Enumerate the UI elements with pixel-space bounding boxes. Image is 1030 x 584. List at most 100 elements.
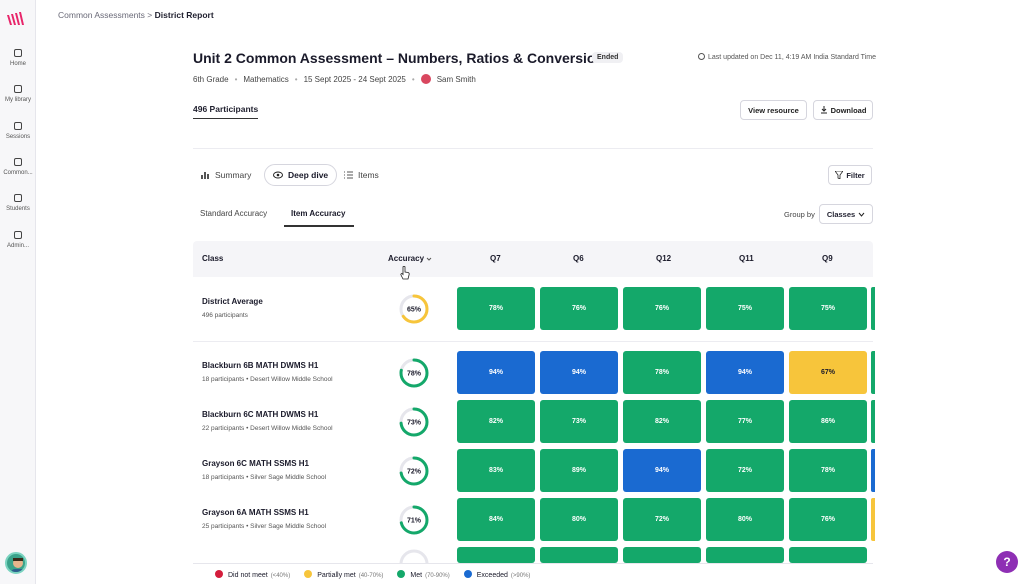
column-header-question[interactable]: Q12 [656,254,672,263]
app-logo-icon[interactable] [6,12,24,26]
legend-swatch [304,569,313,578]
bar-chart-icon [201,172,209,179]
accuracy-cell[interactable]: 82% [457,400,535,443]
help-button[interactable]: ? [996,551,1018,573]
nav-item-2[interactable]: Sessions [0,121,36,140]
download-icon [820,106,827,114]
legend-swatch [463,569,472,578]
accuracy-ring: 78% [399,358,429,388]
table-row-label[interactable]: Blackburn 6B MATH DWMS H1 18 participants… [202,361,333,383]
filter-button[interactable]: Filter [828,165,872,185]
home-icon [14,49,22,57]
accuracy-cell[interactable]: 72% [706,449,784,492]
accuracy-cell[interactable]: 76% [789,498,867,541]
tab-standard-accuracy[interactable]: Standard Accuracy [200,209,268,218]
accuracy-cell[interactable]: 94% [706,351,784,394]
accuracy-cell[interactable]: 75% [706,287,784,330]
legend-range: (70-90%) [425,572,450,579]
accuracy-ring: 71% [399,505,429,535]
meta-separator: • [234,74,238,84]
accuracy-cell[interactable]: 75% [789,287,867,330]
active-tab-indicator [284,225,354,227]
list-icon [344,171,353,179]
accuracy-cell[interactable]: 73% [540,400,618,443]
meta-separator: • [411,74,415,84]
students-icon [14,194,22,202]
accuracy-header-label: Accuracy [388,254,425,263]
column-header-question[interactable]: Q6 [573,254,584,263]
accuracy-ring: 73% [399,407,429,437]
column-header-question[interactable]: Q7 [490,254,501,263]
accuracy-value: 78% [407,371,422,378]
nav-item-0[interactable]: Home [0,48,36,67]
table-row-label[interactable]: District Average 496 participants [202,297,263,319]
accuracy-cell[interactable]: 78% [457,287,535,330]
class-name: Grayson 6C MATH SSMS H1 [202,459,309,468]
view-resource-button[interactable]: View resource [740,100,807,120]
view-resource-label: View resource [748,105,799,115]
accuracy-cell[interactable]: 67% [789,351,867,394]
tab-summary[interactable]: Summary [193,164,259,186]
class-name: Blackburn 6C MATH DWMS H1 [202,410,319,419]
accuracy-cell-partial [706,547,784,563]
nav-item-4[interactable]: Students [0,193,36,212]
accuracy-cell[interactable]: 94% [540,351,618,394]
table-row-label[interactable]: Grayson 6C MATH SSMS H1 18 participants •… [202,459,326,481]
date-range: 15 Sept 2025 - 24 Sept 2025 [303,74,406,84]
tab-item-accuracy[interactable]: Item Accuracy [291,209,346,218]
accuracy-cell-partial [871,498,875,541]
nav-item-1[interactable]: My library [0,84,36,103]
nav-item-label: My library [4,97,31,103]
legend-swatch [397,569,406,578]
nav-item-3[interactable]: Common... [0,157,36,176]
subject-label: Mathematics [243,74,289,84]
accuracy-cell[interactable]: 89% [540,449,618,492]
column-header-question[interactable]: Q9 [822,254,833,263]
accuracy-cell[interactable]: 78% [623,351,701,394]
legend-label: Exceeded [476,571,508,579]
table-row-label[interactable]: Blackburn 6C MATH DWMS H1 22 participants… [202,410,333,432]
gear-icon [14,231,22,239]
accuracy-cell[interactable]: 94% [457,351,535,394]
tab-summary-label: Summary [215,170,252,180]
class-name: District Average [202,297,263,306]
last-updated: Last updated on Dec 11, 4:19 AM India St… [698,53,876,61]
accuracy-cell[interactable]: 77% [706,400,784,443]
accuracy-cell[interactable]: 84% [457,498,535,541]
column-header-accuracy[interactable]: Accuracy [388,254,432,263]
accuracy-cell-partial [623,547,701,563]
accuracy-cell-partial [540,547,618,563]
tab-items-label: Items [358,170,379,180]
user-avatar[interactable] [5,552,27,574]
breadcrumb-parent[interactable]: Common Assessments [58,10,145,20]
group-by-label: Group by [784,210,815,219]
accuracy-cell[interactable]: 76% [540,287,618,330]
accuracy-cell[interactable]: 83% [457,449,535,492]
download-button[interactable]: Download [813,100,873,120]
class-subtitle: 18 participants • Silver Sage Middle Sch… [202,474,327,481]
accuracy-cell[interactable]: 80% [706,498,784,541]
row-divider [193,341,873,342]
accuracy-cell[interactable]: 72% [623,498,701,541]
hand-cursor-icon [400,266,410,280]
tab-deep-dive[interactable]: Deep dive [264,164,338,186]
legend-label: Did not meet [228,571,268,579]
accuracy-cell[interactable]: 86% [789,400,867,443]
participants-tab[interactable]: 496 Participants [193,104,259,119]
accuracy-cell[interactable]: 76% [623,287,701,330]
status-badge: Ended [592,52,624,63]
column-header-question[interactable]: Q11 [739,254,754,263]
filter-label: Filter [846,170,865,180]
table-row-label[interactable]: Grayson 6A MATH SSMS H1 25 participants •… [202,508,326,530]
grade-label: 6th Grade [193,74,229,84]
nav-item-label: Students [6,206,30,212]
accuracy-value: 72% [407,469,422,476]
accuracy-cell[interactable]: 78% [789,449,867,492]
tab-items[interactable]: Items [336,164,387,186]
group-by-select[interactable]: Classes [819,204,873,224]
accuracy-cell[interactable]: 94% [623,449,701,492]
table-header [193,241,873,277]
nav-item-5[interactable]: Admin... [0,230,36,249]
accuracy-cell[interactable]: 82% [623,400,701,443]
accuracy-cell[interactable]: 80% [540,498,618,541]
